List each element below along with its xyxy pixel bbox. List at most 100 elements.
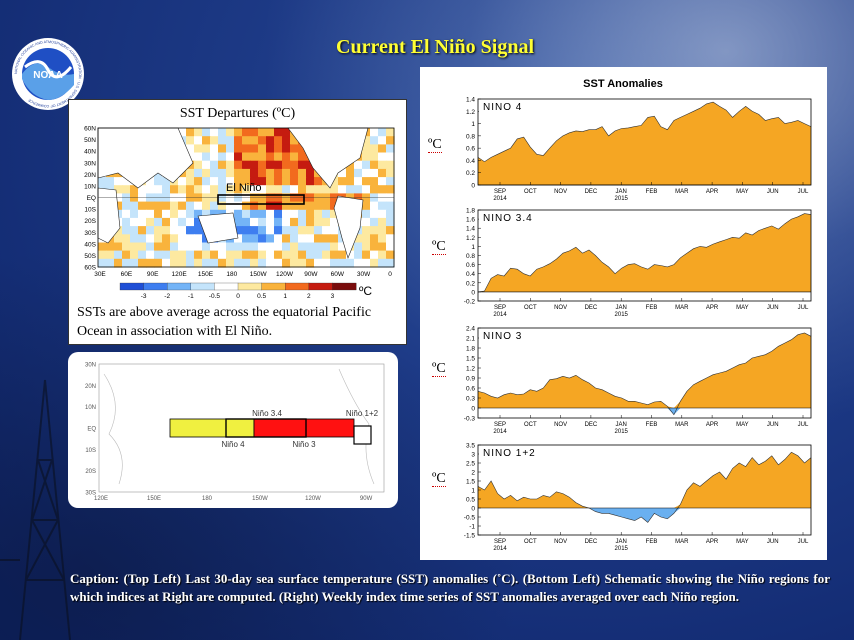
logo-text: NOAA: [33, 70, 62, 81]
nino-regions-panel: 30N 20N 10N EQ 10S 20S 30S 120E 150E 180 150W 120W 9…: [68, 352, 398, 508]
plot-frame: [477, 98, 812, 186]
y-tick-label: 0.2: [466, 280, 475, 287]
x-tick-label: JUL: [798, 189, 809, 195]
lat-label: 10S: [84, 207, 96, 214]
panel-title: NINO 4: [483, 102, 522, 113]
y-tick-label: 1.8: [466, 346, 475, 353]
region-lon-label: 120E: [94, 496, 108, 502]
y-tick-label: 1: [471, 488, 475, 495]
lat-label: 50S: [84, 253, 96, 260]
unit-label-nino12: ºC: [432, 471, 446, 487]
lon-label: 120W: [276, 271, 294, 278]
y-tick-label: 0: [471, 506, 475, 513]
lat-label: 40N: [84, 149, 96, 156]
x-tick-label: APR: [706, 539, 719, 545]
x-tick-label: APR: [706, 305, 719, 311]
colorbar-swatch: [332, 282, 357, 291]
x-tick-label: DEC: [585, 305, 598, 311]
x-tick-label: JAN: [616, 539, 627, 545]
colorbar-label: -3: [141, 293, 147, 300]
tower-silhouette: [0, 379, 71, 640]
nino34-label: Niño 3.4: [252, 409, 282, 418]
x-tick-label: NOV: [554, 189, 567, 195]
x-tick-label: MAY: [736, 305, 749, 311]
x-tick-label: SEP: [494, 422, 506, 428]
nino34-region: [225, 418, 307, 438]
x-tick-label: MAR: [675, 305, 689, 311]
unit-label-nino34: ºC: [432, 239, 446, 255]
y-tick-label: 1.8: [466, 208, 475, 215]
negative-anomaly-area: [478, 508, 811, 523]
colorbar-label: -2: [164, 293, 170, 300]
y-tick-label: 1.5: [466, 356, 475, 363]
x-tick-label: JUN: [767, 305, 779, 311]
y-tick-label: 0: [471, 289, 475, 296]
y-tick-label: 1.4: [466, 97, 475, 104]
x-tick-label: SEP: [494, 189, 506, 195]
y-tick-label: 0.2: [466, 170, 475, 177]
sst-anomalies-charts: SST Anomalies00.20.40.60.811.21.4SEP2014…: [464, 78, 812, 552]
x-tick-label: FEB: [646, 539, 658, 545]
el-nino-box: [217, 194, 305, 205]
x-tick-label: FEB: [646, 305, 658, 311]
x-tick-label: NOV: [554, 539, 567, 545]
region-lon-label: 180: [202, 496, 213, 502]
x-tick-label: JAN: [616, 422, 627, 428]
y-tick-label: -1: [469, 524, 475, 531]
region-lat-label: 10N: [85, 405, 96, 411]
lat-label: 60S: [84, 265, 96, 272]
panel-title: NINO 3: [483, 331, 522, 342]
nino3-label: Niño 3: [292, 440, 316, 449]
y-tick-label: 2.1: [466, 336, 475, 343]
lon-label: 150W: [250, 271, 268, 278]
x-tick-label: 2015: [615, 429, 629, 435]
x-tick-label: DEC: [585, 189, 598, 195]
lat-label: EQ: [87, 195, 96, 202]
noaa-logo: NOAA NATIONAL OCEANIC AND ATMOSPHERIC AD…: [12, 38, 84, 110]
y-tick-label: 0.4: [466, 271, 475, 278]
colorbar-swatch: [190, 282, 215, 291]
nino3-region: [253, 418, 355, 438]
x-tick-label: OCT: [524, 422, 537, 428]
x-tick-label: OCT: [524, 305, 537, 311]
map-description: SSTs are above average across the equato…: [77, 305, 372, 339]
lat-label: 20S: [84, 218, 96, 225]
el-nino-label: El Niño: [226, 182, 261, 194]
x-tick-label: MAR: [675, 422, 689, 428]
y-tick-label: 0.5: [466, 497, 475, 504]
y-tick-label: -1.5: [464, 533, 476, 540]
colorbar-label: -0.5: [209, 293, 221, 300]
colorbar-swatch: [237, 282, 263, 291]
y-tick-label: 1.5: [466, 479, 475, 486]
x-tick-label: JUL: [798, 422, 809, 428]
continents: [97, 127, 369, 259]
x-tick-label: JAN: [616, 189, 627, 195]
x-tick-label: 2014: [493, 546, 507, 552]
y-tick-label: 1.2: [466, 235, 475, 242]
y-tick-label: 0.8: [466, 133, 475, 140]
x-tick-label: MAY: [736, 189, 749, 195]
x-tick-label: DEC: [585, 539, 598, 545]
region-lat-label: 20S: [85, 469, 96, 475]
y-tick-label: 1.4: [466, 226, 475, 233]
region-lat-label: 10S: [85, 448, 96, 454]
x-tick-label: FEB: [646, 422, 658, 428]
region-lat-label: 30N: [85, 363, 96, 369]
asia-landmass: [97, 127, 194, 189]
colorbar-swatch: [167, 282, 192, 291]
anomaly-line: [477, 101, 812, 163]
lon-label: 0: [388, 271, 392, 278]
colorbar-swatch: [143, 282, 168, 291]
region-lat-label: EQ: [87, 427, 96, 433]
slide-title: Current El Niño Signal: [336, 36, 534, 58]
region-lat-label: 30S: [85, 491, 96, 497]
faint-coastlines: [103, 368, 375, 485]
y-tick-label: 1: [471, 121, 475, 128]
positive-anomaly-area: [478, 102, 811, 185]
x-tick-label: MAR: [675, 189, 689, 195]
lon-label: 90E: [147, 271, 159, 278]
positive-anomaly-area: [478, 452, 811, 508]
